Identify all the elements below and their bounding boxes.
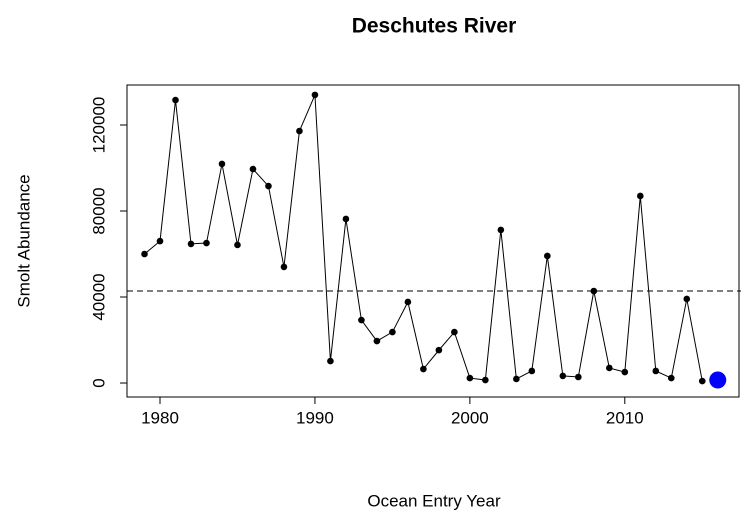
data-point [528,367,536,375]
data-point [156,237,164,245]
data-point [234,241,241,249]
data-point [667,374,675,382]
data-point [451,328,458,336]
data-point [420,365,427,373]
data-point [296,127,303,135]
data-point [482,376,489,384]
y-tick-label: 80000 [89,187,108,234]
y-tick-label: 0 [89,378,108,387]
series-line [144,94,703,382]
data-point [172,96,179,104]
y-tick-label: 40000 [89,273,108,320]
data-point [544,252,551,260]
data-point [141,250,148,258]
data-point [265,182,272,190]
x-axis-label: Ocean Entry Year [367,491,501,510]
data-point [249,165,257,173]
chart-title: Deschutes River [352,15,517,38]
data-point [203,239,210,247]
data-point [389,328,396,336]
highlight-point [709,371,727,389]
data-point [435,346,443,354]
x-tick-label: 1980 [141,408,179,427]
data-point [187,240,195,248]
y-tick-label: 120000 [89,97,108,154]
data-point [342,215,350,223]
data-point [606,364,613,372]
data-point [327,357,334,365]
data-point [280,263,288,271]
data-point [590,287,598,295]
data-point [652,367,660,375]
data-point [621,368,629,376]
data-point [575,373,582,381]
data-point [497,226,505,234]
data-point [373,337,381,345]
data-point [218,160,226,168]
data-point [404,298,412,306]
x-tick-label: 1990 [296,408,334,427]
data-point [513,375,520,383]
data-point [683,295,691,303]
y-axis-label: Smolt Abundance [14,174,33,307]
data-point [358,316,365,324]
data-point [311,91,319,99]
plot-frame [126,84,740,398]
x-tick-label: 2010 [606,408,644,427]
data-point [636,192,644,200]
x-tick-label: 2000 [451,408,489,427]
data-point [559,372,567,380]
data-point [698,377,706,385]
data-point [466,374,474,382]
